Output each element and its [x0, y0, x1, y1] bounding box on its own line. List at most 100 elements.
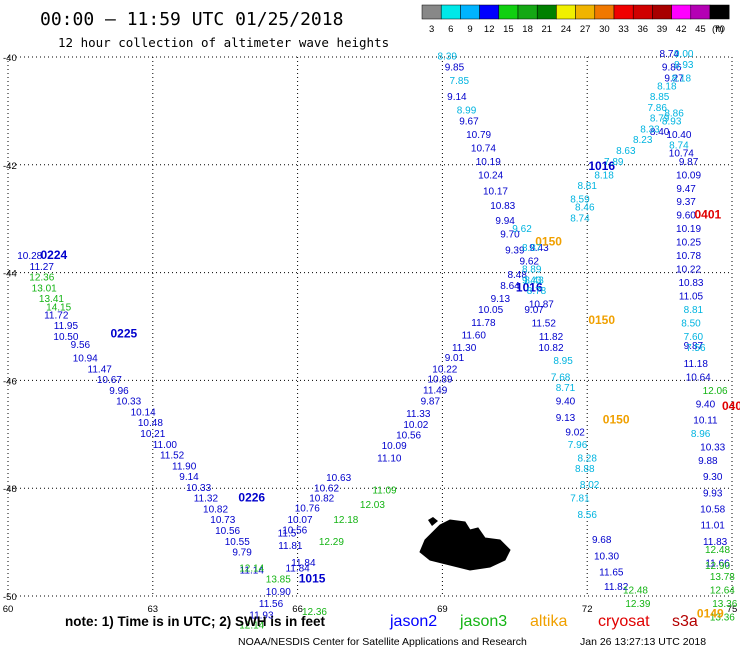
- data-point-label: 9.02: [565, 427, 585, 438]
- data-point-label: 10.33: [116, 397, 141, 408]
- data-point-label: 8.63: [616, 146, 636, 157]
- data-point-label: 0150: [603, 413, 630, 427]
- data-point-label: 8.64: [500, 281, 520, 292]
- data-point-label: 11.47: [88, 364, 113, 375]
- data-point-label: 10.33: [700, 442, 725, 453]
- data-point-label: 11.01: [701, 521, 726, 532]
- data-point-label: 12.14: [239, 564, 264, 575]
- data-point-label: 040: [722, 399, 740, 413]
- data-point-label: 10.74: [669, 149, 694, 160]
- data-point-label: 9.14: [447, 92, 467, 103]
- data-point-label: 8.74: [660, 49, 680, 60]
- data-point-label: 10.55: [225, 537, 250, 548]
- data-point-label: 9.56: [71, 340, 91, 351]
- data-point-label: 8.23: [633, 135, 653, 146]
- data-point-label: 8.02: [580, 480, 600, 491]
- data-point-label: 12.90: [705, 561, 730, 572]
- data-point-label: 8.50: [681, 319, 701, 330]
- data-point-label: 8.56: [577, 510, 597, 521]
- data-point-label: 11.84: [285, 564, 310, 575]
- data-point-label: 7.60: [684, 332, 704, 343]
- data-point-label: 8.93: [674, 60, 694, 71]
- colorbar-swatch: [652, 4, 672, 20]
- data-point-label: 10.22: [432, 364, 457, 375]
- data-point-label: 10.07: [287, 515, 312, 526]
- data-point-label: 11.00: [153, 440, 178, 451]
- data-point-label: 10.62: [314, 483, 339, 494]
- data-point-label: 8.79: [650, 114, 670, 125]
- data-point-label: 9.07: [524, 305, 544, 316]
- legend-item: jason2: [389, 613, 437, 630]
- data-point-label: 0225: [110, 326, 137, 340]
- colorbar-label: 24: [561, 24, 572, 35]
- data-point-label: 10.30: [594, 551, 619, 562]
- data-point-label: 11.95: [54, 321, 79, 332]
- data-point-label: 8.87: [522, 243, 542, 254]
- data-point-label: 8.99: [457, 106, 477, 117]
- data-point-label: 12.14: [239, 620, 264, 631]
- data-point-label: 0224: [41, 248, 68, 262]
- data-point-label: 10.79: [466, 130, 491, 141]
- x-tick-label: 63: [148, 604, 159, 615]
- data-point-label: 10.74: [471, 143, 496, 154]
- data-point-label: 8.78: [527, 286, 547, 297]
- data-point-label: 11.90: [172, 461, 197, 472]
- data-point-label: 9.68: [592, 535, 612, 546]
- data-point-label: 1015: [299, 572, 326, 586]
- data-point-label: 11.49: [423, 385, 448, 396]
- colorbar-label: 45: [695, 24, 706, 35]
- data-point-label: 11.60: [462, 330, 487, 341]
- data-point-label: 10.28: [17, 251, 42, 262]
- data-point-label: 9.40: [696, 399, 716, 410]
- colorbar-label: 39: [657, 24, 668, 35]
- data-point-label: 11.83: [703, 537, 728, 548]
- colorbar-label: 12: [484, 24, 495, 35]
- data-point-label: 10.83: [678, 278, 703, 289]
- data-point-label: 10.09: [382, 441, 407, 452]
- data-point-label: 8.96: [691, 429, 711, 440]
- data-point-label: 10.50: [53, 332, 78, 343]
- timestamp: Jan 26 13:27:13 UTC 2018: [580, 636, 706, 648]
- data-point-label: 9.85: [445, 62, 465, 73]
- data-point-label: 8.46: [575, 203, 595, 214]
- data-point-label: 11.56: [259, 599, 284, 610]
- colorbar-swatch: [421, 4, 442, 20]
- data-point-label: 8.89: [522, 265, 542, 276]
- data-point-label: 10.21: [140, 429, 165, 440]
- data-point-label: 9.60: [676, 211, 696, 222]
- data-point-label: 10.73: [210, 515, 235, 526]
- data-point-label: 11.66: [705, 558, 730, 569]
- data-point-label: 10.19: [476, 157, 501, 168]
- colorbar-label: 33: [618, 24, 629, 35]
- data-point-label: 13.36: [710, 612, 735, 623]
- data-point-label: 9.00: [674, 49, 694, 60]
- x-tick-label: 69: [437, 604, 448, 615]
- data-point-label: 0150: [588, 313, 615, 327]
- x-tick-label: 60: [3, 604, 14, 615]
- data-point-label: 0401: [695, 208, 722, 222]
- data-point-label: 11.18: [684, 359, 709, 370]
- data-point-label: 0226: [238, 491, 265, 505]
- data-point-label: 13.85: [266, 575, 291, 586]
- data-point-label: 8.28: [577, 453, 597, 464]
- data-point-label: 13.36: [712, 599, 737, 610]
- data-point-label: 10.64: [686, 372, 711, 383]
- data-point-label: 10.63: [326, 473, 351, 484]
- colorbar-swatch: [575, 4, 596, 20]
- data-point-label: 9.13: [556, 413, 576, 424]
- data-point-label: 7.89: [604, 157, 624, 168]
- colorbar-label: 9: [467, 24, 472, 35]
- data-point-label: 8.81: [577, 181, 597, 192]
- data-point-label: 12.06: [703, 386, 728, 397]
- data-point-label: 11.05: [679, 292, 704, 303]
- data-point-label: 11.52: [160, 451, 185, 462]
- legend: jason2 jason3 altika cryosat s3a: [389, 613, 698, 630]
- colorbar-label: 42: [676, 24, 687, 35]
- data-point-label: 9.86: [662, 62, 682, 73]
- data-point-label: 12.64: [710, 585, 735, 596]
- data-point-label: 10.14: [131, 407, 156, 418]
- x-tick-label: 72: [582, 604, 593, 615]
- data-point-label: 11.32: [194, 494, 219, 505]
- x-tick-label: 75: [727, 604, 738, 615]
